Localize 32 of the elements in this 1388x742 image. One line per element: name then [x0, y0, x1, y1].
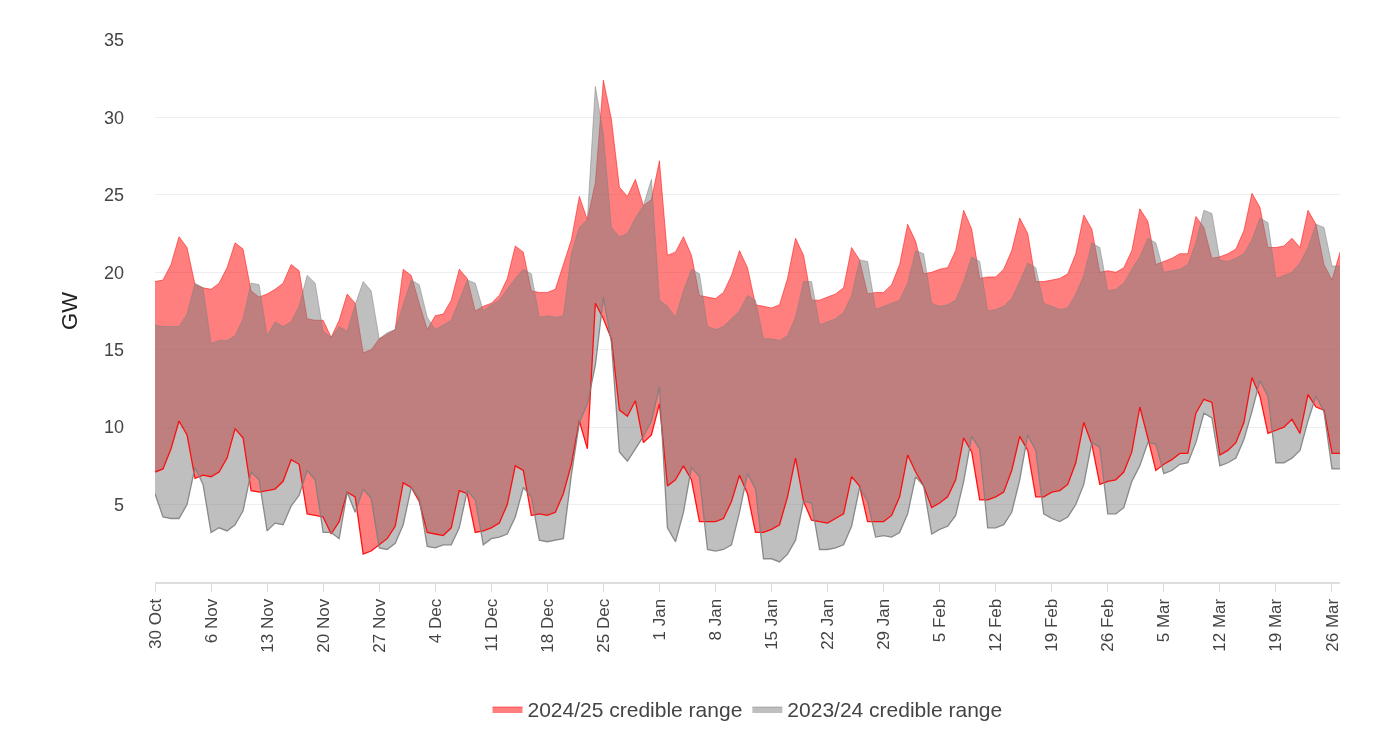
x-tick-label: 27 Nov [369, 598, 389, 653]
x-tick-label: 15 Jan [762, 598, 782, 650]
x-tick-label: 5 Mar [1154, 598, 1174, 643]
x-tick-label: 19 Feb [1042, 598, 1062, 652]
y-tick-label: 35 [103, 30, 124, 51]
legend-label: 2024/25 credible range [527, 698, 743, 722]
y-tick-label: 5 [113, 494, 124, 515]
x-tick-label: 22 Jan [818, 598, 838, 650]
y-tick-label: 20 [103, 262, 124, 283]
x-tick-label: 13 Nov [257, 598, 277, 653]
legend-label: 2023/24 credible range [787, 698, 1003, 722]
x-tick-label: 11 Dec [481, 598, 501, 652]
x-tick-label: 8 Jan [705, 598, 725, 641]
x-tick-label: 19 Mar [1266, 598, 1286, 652]
y-tick-label: 25 [103, 185, 124, 206]
x-tick-label: 18 Dec [537, 598, 557, 653]
y-tick-label: 15 [103, 340, 124, 361]
x-tick-label: 29 Jan [874, 598, 894, 650]
x-tick-label: 5 Feb [930, 598, 950, 643]
y-tick-label: 10 [103, 417, 124, 438]
x-tick-label: 26 Feb [1098, 598, 1118, 652]
x-tick-label: 12 Feb [986, 598, 1006, 652]
x-tick-label: 12 Mar [1210, 598, 1230, 652]
y-tick-label: 30 [103, 107, 124, 128]
x-tick-label: 26 Mar [1322, 598, 1342, 652]
x-tick-label: 4 Dec [425, 598, 445, 644]
y-axis-title: GW [56, 291, 82, 330]
x-tick-label: 30 Oct [145, 598, 165, 649]
x-tick-label: 6 Nov [201, 598, 221, 644]
x-tick-label: 25 Dec [593, 598, 613, 653]
x-tick-label: 20 Nov [313, 598, 333, 653]
x-tick-label: 1 Jan [649, 598, 669, 641]
